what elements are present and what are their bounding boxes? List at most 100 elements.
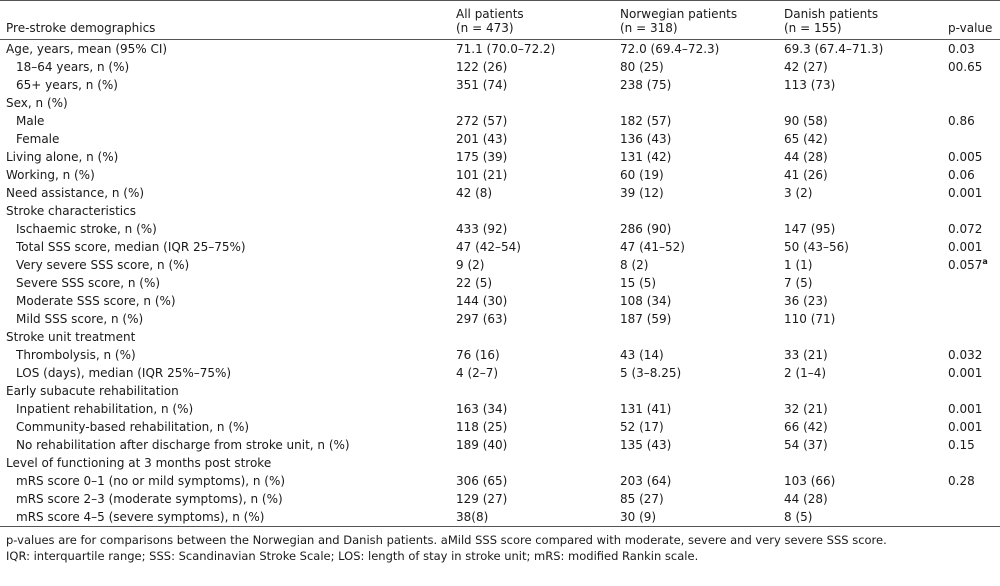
cell-all-patients (450, 202, 614, 220)
cell-p-value (942, 130, 1000, 148)
cell-norwegian-patients: 47 (41–52) (620, 240, 685, 254)
cell-all-patients: 129 (27) (456, 492, 508, 506)
cell-p-value (942, 490, 1000, 508)
cell-danish-patients: 42 (27) (784, 60, 828, 74)
cell-all-patients: 306 (65) (456, 474, 508, 488)
row-label: Male (16, 114, 45, 128)
cell-all-patients: 144 (30) (456, 294, 508, 308)
table-row: Male 272 (57) 182 (57) 90 (58) 0.86 (0, 112, 1000, 130)
cell-danish-patients: 65 (42) (784, 132, 828, 146)
cell-norwegian-patients: 43 (14) (620, 348, 664, 362)
table-row: Living alone, n (%) 175 (39) 131 (42) 44 (2… (0, 148, 1000, 166)
row-label: Stroke characteristics (6, 204, 136, 218)
row-label: mRS score 0–1 (no or mild symptoms), n (… (16, 474, 286, 488)
cell-norwegian-patients: 15 (5) (620, 276, 657, 290)
cell-p-value: 0.001 (948, 186, 983, 200)
cell-all-patients: 189 (40) (456, 438, 508, 452)
cell-norwegian-patients (614, 454, 778, 472)
table-row: Total SSS score, median (IQR 25–75%) 47 (… (0, 238, 1000, 256)
cell-all-patients: 101 (21) (456, 168, 508, 182)
cell-norwegian-patients: 72.0 (69.4–72.3) (620, 42, 720, 56)
cell-p-value (942, 310, 1000, 328)
cell-all-patients: 201 (43) (456, 132, 508, 146)
table-row: Moderate SSS score, n (%) 144 (30) 108 (34… (0, 292, 1000, 310)
cell-all-patients: 118 (25) (456, 420, 508, 434)
table-row: LOS (days), median (IQR 25%–75%) 4 (2–7) 5… (0, 364, 1000, 382)
header-p-value: p-value (942, 0, 1000, 40)
cell-all-patients (450, 454, 614, 472)
cell-norwegian-patients: 80 (25) (620, 60, 664, 74)
header-norwegian-patients: Norwegian patients (n = 318) (614, 0, 778, 40)
row-label: mRS score 4–5 (severe symptoms), n (%) (0, 508, 450, 527)
cell-norwegian-patients: 203 (64) (620, 474, 672, 488)
cell-norwegian-patients (614, 202, 778, 220)
row-label: Stroke unit treatment (6, 330, 136, 344)
table-row: Working, n (%) 101 (21) 60 (19) 41 (26) 0.06 (0, 166, 1000, 184)
table-row: No rehabilitation after discharge from s… (0, 436, 1000, 454)
cell-danish-patients: 44 (28) (784, 492, 828, 506)
cell-p-value: 0.001 (948, 420, 983, 434)
cell-p-value (942, 508, 1000, 527)
row-label: Mild SSS score, n (%) (16, 312, 144, 326)
table-row: Need assistance, n (%) 42 (8) 39 (12) 3 (2)… (0, 184, 1000, 202)
cell-p-value (942, 292, 1000, 310)
cell-norwegian-patients: 135 (43) (620, 438, 672, 452)
table-row: 18–64 years, n (%) 122 (26) 80 (25) 42 (27)… (0, 58, 1000, 76)
cell-norwegian-patients: 131 (41) (620, 402, 672, 416)
table-row: Early subacute rehabilitation (0, 382, 1000, 400)
cell-danish-patients: 90 (58) (784, 114, 828, 128)
cell-all-patients: 272 (57) (456, 114, 508, 128)
cell-danish-patients: 110 (71) (784, 312, 836, 326)
cell-danish-patients (778, 328, 942, 346)
cell-danish-patients (778, 382, 942, 400)
header-norwegian-title: Norwegian patients (620, 7, 738, 21)
cell-danish-patients: 66 (42) (784, 420, 828, 434)
cell-all-patients: 9 (2) (456, 258, 485, 272)
row-label: Moderate SSS score, n (%) (16, 294, 176, 308)
cell-all-patients: 71.1 (70.0–72.2) (456, 42, 556, 56)
row-label: Working, n (%) (6, 168, 95, 182)
cell-danish-patients: 54 (37) (784, 438, 828, 452)
cell-all-patients: 122 (26) (456, 60, 508, 74)
cell-all-patients: 47 (42–54) (456, 240, 521, 254)
cell-p-value (942, 76, 1000, 94)
header-danish-n: (n = 155) (784, 21, 842, 35)
cell-all-patients: 76 (16) (456, 348, 500, 362)
cell-norwegian-patients: 182 (57) (620, 114, 672, 128)
row-label: mRS score 2–3 (moderate symptoms), n (%) (16, 492, 283, 506)
cell-all-patients: 433 (92) (456, 222, 508, 236)
table-row: Community-based rehabilitation, n (%) 118… (0, 418, 1000, 436)
table-row: Thrombolysis, n (%) 76 (16) 43 (14) 33 (21)… (0, 346, 1000, 364)
cell-all-patients (450, 382, 614, 400)
demographics-table: Pre-stroke demographics All patients (n =… (0, 0, 1000, 527)
cell-p-value (942, 94, 1000, 112)
cell-danish-patients (778, 454, 942, 472)
cell-all-patients (450, 94, 614, 112)
row-label: Very severe SSS score, n (%) (16, 258, 190, 272)
cell-p-value: 0.032 (948, 348, 983, 362)
table-row: Inpatient rehabilitation, n (%) 163 (34) 1… (0, 400, 1000, 418)
cell-danish-patients: 7 (5) (784, 276, 813, 290)
cell-danish-patients (778, 94, 942, 112)
cell-norwegian-patients: 5 (3–8.25) (620, 366, 682, 380)
cell-norwegian-patients: 85 (27) (620, 492, 664, 506)
cell-all-patients: 38(8) (450, 508, 614, 527)
cell-p-value: 0.072 (948, 222, 983, 236)
cell-p-value: 00.65 (948, 60, 983, 74)
cell-danish-patients: 32 (21) (784, 402, 828, 416)
cell-norwegian-patients: 39 (12) (620, 186, 664, 200)
cell-p-value: 0.86 (948, 114, 975, 128)
table-row: mRS score 4–5 (severe symptoms), n (%) 3… (0, 508, 1000, 527)
row-label: Total SSS score, median (IQR 25–75%) (16, 240, 246, 254)
row-label: Ischaemic stroke, n (%) (16, 222, 157, 236)
row-label: Early subacute rehabilitation (6, 384, 179, 398)
cell-norwegian-patients: 60 (19) (620, 168, 664, 182)
cell-norwegian-patients: 286 (90) (620, 222, 672, 236)
cell-p-value: 0.06 (948, 168, 975, 182)
cell-norwegian-patients (614, 382, 778, 400)
cell-all-patients: 42 (8) (456, 186, 493, 200)
cell-all-patients: 4 (2–7) (456, 366, 499, 380)
cell-norwegian-patients: 30 (9) (614, 508, 778, 527)
cell-danish-patients: 3 (2) (784, 186, 813, 200)
cell-danish-patients: 36 (23) (784, 294, 828, 308)
